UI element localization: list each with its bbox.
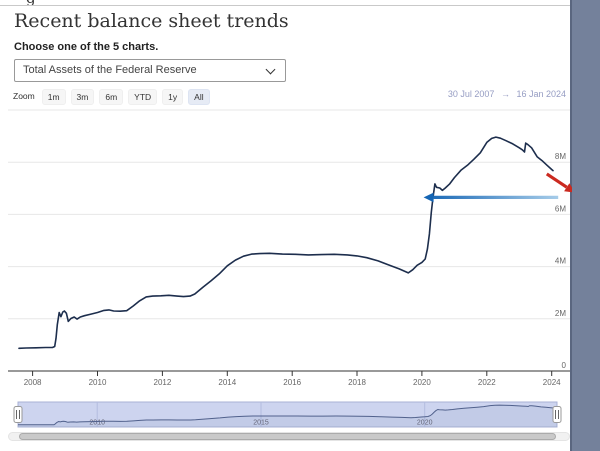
zoom-buttons-group: 1m 3m 6m YTD 1y All	[41, 87, 215, 105]
svg-text:2010: 2010	[89, 378, 107, 387]
zoom-button-ytd[interactable]: YTD	[128, 89, 158, 105]
navigator-label-2015: 2015	[253, 420, 269, 427]
svg-text:2014: 2014	[218, 378, 236, 387]
chevron-down-icon	[265, 64, 276, 75]
zoom-button-all[interactable]: All	[188, 89, 210, 105]
range-arrow-icon: →	[500, 89, 510, 99]
navigator-line	[18, 404, 558, 426]
right-background-band	[570, 0, 600, 451]
navigator-label-2020: 2020	[417, 420, 433, 427]
svg-text:4M: 4M	[555, 257, 566, 266]
svg-text:2022: 2022	[478, 378, 496, 387]
svg-text:2M: 2M	[555, 309, 566, 318]
svg-text:2024: 2024	[543, 378, 561, 387]
zoom-button-6m[interactable]: 6m	[99, 89, 124, 105]
x-axis-labels: 2008 2010 2012 2014 2016 2018 2020 2022 2024	[24, 371, 561, 387]
chart-select-value: Total Assets of the Federal Reserve	[23, 64, 197, 76]
zoom-button-1y[interactable]: 1y	[162, 89, 184, 105]
chart-select[interactable]: Total Assets of the Federal Reserve	[14, 59, 286, 82]
navigator[interactable]: 2010 2015 2020	[0, 400, 572, 445]
series-line	[18, 136, 554, 350]
blue-left-arrow-head	[423, 192, 434, 203]
red-down-right-arrow-head	[564, 183, 572, 193]
top-divider	[0, 5, 570, 6]
svg-text:2012: 2012	[154, 378, 172, 387]
navigator-handle-left[interactable]	[13, 406, 23, 423]
range-to-input[interactable]: 16 Jan 2024	[516, 89, 566, 99]
svg-text:8M: 8M	[555, 152, 566, 161]
zoom-button-1m[interactable]: 1m	[41, 89, 66, 105]
svg-text:2018: 2018	[348, 378, 366, 387]
svg-text:0: 0	[562, 361, 567, 370]
navigator-label-2010: 2010	[89, 420, 105, 427]
navigator-handle-right[interactable]	[552, 406, 562, 423]
cropped-heading-fragment: g	[26, 0, 36, 7]
scrollbar-track[interactable]	[8, 432, 570, 441]
svg-text:2016: 2016	[283, 378, 301, 387]
chart-chooser-label: Choose one of the 5 charts.	[14, 41, 159, 53]
red-down-right-arrow-shaft	[545, 172, 568, 189]
date-range-display: 30 Jul 2007 → 16 Jan 2024	[444, 89, 566, 99]
zoom-label: Zoom	[13, 91, 35, 101]
scrollbar-thumb[interactable]	[19, 433, 556, 440]
page-title: Recent balance sheet trends	[14, 10, 289, 32]
zoom-button-3m[interactable]: 3m	[70, 89, 95, 105]
svg-text:6M: 6M	[555, 204, 566, 213]
range-from-input[interactable]: 30 Jul 2007	[447, 89, 495, 99]
chart-zoom-toolbar: Zoom 1m 3m 6m YTD 1y All	[13, 87, 215, 105]
y-axis-labels: 0 2M 4M 6M 8M	[555, 152, 567, 370]
y-gridlines	[8, 109, 570, 320]
svg-text:2020: 2020	[413, 378, 431, 387]
svg-text:2008: 2008	[24, 378, 42, 387]
